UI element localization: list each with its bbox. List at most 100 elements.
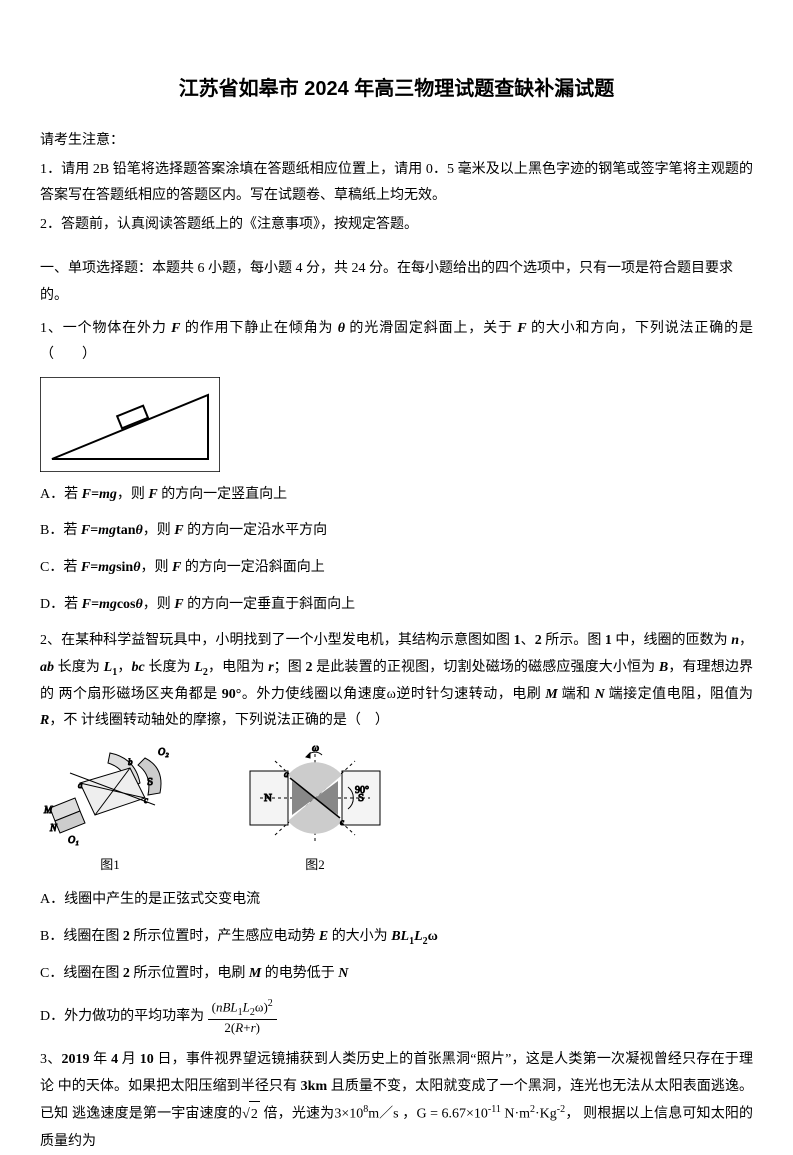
q3-text: 质量约为 [40,1134,96,1149]
svg-text:a: a [284,769,289,779]
opt-text: B．线圈在图 [40,929,123,944]
num-nbl: nBL [216,1000,238,1015]
q3-text: 中的天体。如果把太阳压缩到半径只有 [58,1079,301,1094]
svg-text:c: c [144,795,148,805]
notice-line-1: 1．请用 2B 铅笔将选择题答案涂填在答题纸相应位置上，请用 0．5 毫米及以上… [40,157,753,210]
q2-text: 所示。图 [542,633,605,648]
sqrt-arg: 2 [249,1101,260,1129]
svg-text:S: S [147,776,153,788]
q1-option-d: D．若 F=mgcosθ，则 F 的方向一定垂直于斜面向上 [40,592,753,619]
opt-text: C．线圈在图 [40,966,123,981]
q3-text: ， 则根据以上信息可知太阳的 [565,1107,753,1122]
q1-option-b: B．若 F=mgtanθ，则 F 的方向一定沿水平方向 [40,518,753,545]
den-plus: + [243,1020,250,1035]
c-val: 3×10 [334,1107,363,1122]
q2-text: ， [739,633,753,648]
opt-eq: F=mg [81,560,116,575]
generator-front-view-diagram: N S a c ω [240,743,390,853]
q2-fig1b: 1 [605,633,612,648]
q2-text: 端接定值电阻，阻值为 [605,687,753,702]
opt-text: A．若 [40,487,82,502]
q2-L1: L [104,660,113,675]
opt-F: F [148,487,157,502]
q2-text: 、 [521,633,535,648]
q1-option-c: C．若 F=mgsinθ，则 F 的方向一定沿斜面向上 [40,555,753,582]
opt-text: 的电势低于 [261,966,338,981]
svg-text:90°: 90° [355,785,369,796]
figure-2-label: 图2 [240,853,390,878]
G-exp: -11 [488,1104,501,1115]
q2-N: N [595,687,605,702]
notice-line-2: 2．答题前，认真阅读答题纸上的《注意事项》，按规定答题。 [40,212,753,239]
q2-R: R [40,713,49,728]
q2-B: B [659,660,668,675]
svg-text:c: c [340,817,344,827]
opt-E: E [319,929,328,944]
num-L: L [243,1000,250,1015]
c-unit: m／s [368,1107,398,1122]
svg-text:ω: ω [312,743,319,754]
den-close: ) [256,1020,260,1035]
light-speed: 3×108m／s [334,1100,398,1128]
opt-text: ，则 [117,487,149,502]
opt-F: F [174,597,183,612]
q2-90: 90° [222,687,242,702]
q3-text: 逃逸速度是第一宇宙速度的 [72,1107,242,1122]
opt-L2: L [414,929,423,944]
q2-text: 端和 [558,687,595,702]
opt-text: C．若 [40,560,81,575]
opt-N: N [338,966,348,981]
svg-text:a: a [78,780,83,790]
q2-text: 长度为 [145,660,195,675]
opt-M: M [249,966,261,981]
q1-figure [40,377,753,472]
q2-fig2: 2 [535,633,542,648]
q1-theta: θ [338,321,345,336]
power-fraction: (nBL1L2ω)2 2(R+r) [208,997,277,1037]
q2-n: n [731,633,739,648]
opt-eq: F=mg [82,597,117,612]
opt-text: B．若 [40,523,81,538]
q1-F2: F [517,321,526,336]
q2-fig1: 1 [514,633,521,648]
opt-sin: sin [116,560,133,575]
opt-theta: θ [136,597,143,612]
G-unit2: ·Kg [535,1107,557,1122]
q2-text: ，电阻为 [208,660,268,675]
q3-year: 2019 [61,1052,89,1067]
q2-M: M [545,687,557,702]
opt-2: 2 [123,929,130,944]
page-title: 江苏省如皋市 2024 年高三物理试题查缺补漏试题 [40,70,753,108]
q2-L2: L [194,660,203,675]
opt-text: 的方向一定竖直向上 [158,487,288,502]
q2-text: 两个扇形磁场区夹角都是 [58,687,221,702]
q1-option-a: A．若 F=mg，则 F 的方向一定竖直向上 [40,482,753,509]
q2-figures: S O₂ b c M N a O₁ 图1 [40,743,753,878]
opt-tan: tan [116,523,135,538]
opt-text: D．若 [40,597,82,612]
opt-F: F [174,523,183,538]
q2-text: 2、在某种科学益智玩具中，小明找到了一个小型发电机，其结构示意图如图 [40,633,514,648]
q2-option-c: C．线圈在图 2 所示位置时，电刷 M 的电势低于 N [40,961,753,988]
q2-option-d: D．外力做功的平均功率为 (nBL1L2ω)2 2(R+r) [40,997,753,1037]
q2-text: 。外力使线圈以角速度ω逆时针匀速转动，电刷 [241,687,545,702]
section-1-header: 一、单项选择题：本题共 6 小题，每小题 4 分，共 24 分。在每小题给出的四… [40,256,753,309]
opt-eq: F=mg [82,487,117,502]
q2-text: ， [117,660,131,675]
q2-ab: ab [40,660,54,675]
q2-text: ；图 [274,660,306,675]
question-1-stem: 1、一个物体在外力 F 的作用下静止在倾角为 θ 的光滑固定斜面上，关于 F 的… [40,316,753,369]
svg-text:O₁: O₁ [68,835,79,846]
opt-2: 2 [123,966,130,981]
q2-figure-1: S O₂ b c M N a O₁ 图1 [40,743,180,878]
q3-text: 倍，光速为 [260,1107,335,1122]
q2-text: 是此装置的正视图，切割处磁场的磁感应强度大小恒为 [313,660,659,675]
generator-3d-diagram: S O₂ b c M N a O₁ [40,743,180,853]
opt-F: F [172,560,181,575]
q2-fig2b: 2 [306,660,313,675]
opt-eq: F=mg [81,523,116,538]
opt-text: ，则 [140,560,172,575]
notice-header: 请考生注意： [40,128,753,155]
svg-text:N: N [49,823,58,834]
opt-text: 所示位置时，电刷 [130,966,249,981]
